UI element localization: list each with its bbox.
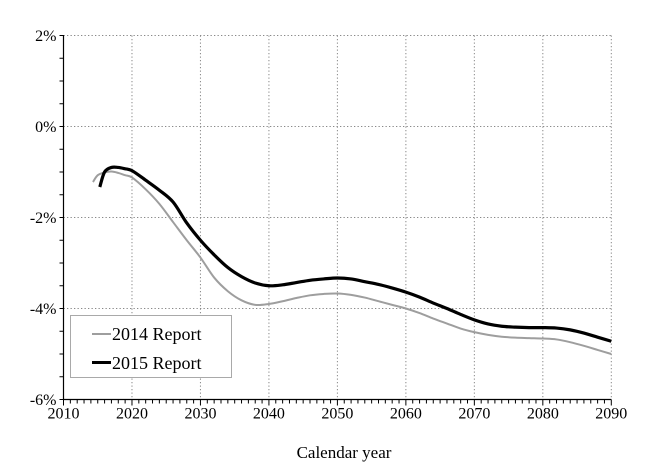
y-tick-label: -6% bbox=[30, 392, 57, 409]
y-tick-label: -4% bbox=[30, 301, 57, 318]
legend-label: 2014 Report bbox=[112, 323, 202, 344]
x-tick-label: 2010 bbox=[48, 406, 80, 423]
y-tick-label: 0% bbox=[35, 119, 56, 136]
x-tick-label: 2080 bbox=[527, 406, 559, 423]
x-tick-label: 2040 bbox=[253, 406, 285, 423]
x-tick-label: 2030 bbox=[184, 406, 216, 423]
legend-line-sample-2015 bbox=[92, 361, 111, 364]
y-tick-label: -2% bbox=[30, 210, 57, 227]
y-tick-label: 2% bbox=[35, 28, 56, 45]
series-line-2014-report bbox=[92, 170, 612, 355]
x-axis-title: Calendar year bbox=[296, 443, 392, 462]
x-tick-label: 2060 bbox=[390, 406, 422, 423]
x-tick-label: 2070 bbox=[458, 406, 490, 423]
series-line-2015-report bbox=[98, 165, 612, 343]
legend-item: 2014 Report bbox=[92, 319, 231, 348]
x-tick-label: 2020 bbox=[116, 406, 148, 423]
legend: 2014 Report 2015 Report bbox=[70, 315, 232, 378]
legend-line-sample-2014 bbox=[92, 332, 111, 335]
x-tick-label: 2090 bbox=[595, 406, 627, 423]
x-tick-label: 2050 bbox=[321, 406, 353, 423]
legend-item: 2015 Report bbox=[92, 348, 231, 377]
legend-label: 2015 Report bbox=[112, 352, 202, 373]
